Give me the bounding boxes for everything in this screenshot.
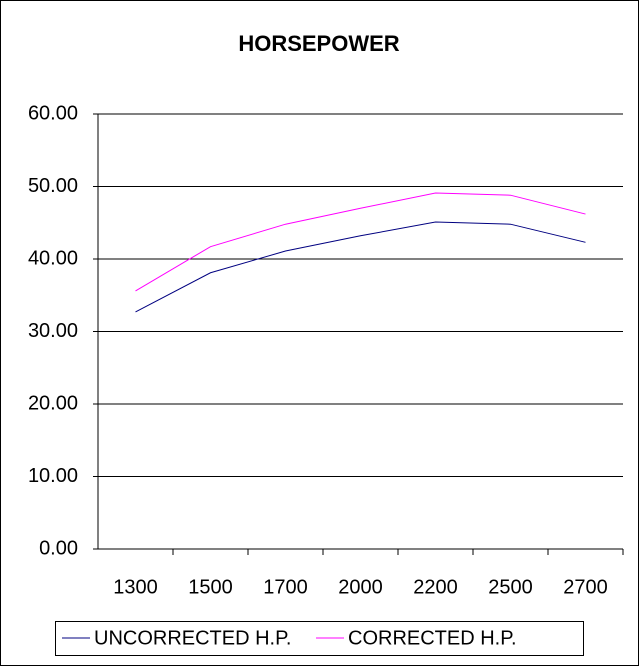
series-line xyxy=(135,192,586,292)
y-tick-label: 0.00 xyxy=(39,537,78,559)
x-tick-label: 2200 xyxy=(413,576,458,598)
chart-title: HORSEPOWER xyxy=(238,31,399,56)
y-tick-label: 20.00 xyxy=(28,392,78,414)
y-tick-label: 50.00 xyxy=(28,175,78,197)
y-tick-label: 60.00 xyxy=(28,102,78,124)
x-tick-label: 2500 xyxy=(488,576,533,598)
x-tick-label: 2700 xyxy=(563,576,608,598)
x-tick-label: 1700 xyxy=(263,576,308,598)
legend-label: UNCORRECTED H.P. xyxy=(94,627,291,649)
y-tick-label: 30.00 xyxy=(28,320,78,342)
legend-label: CORRECTED H.P. xyxy=(348,627,517,649)
x-tick-label: 1500 xyxy=(188,576,233,598)
x-tick-label: 2000 xyxy=(338,576,383,598)
series-line xyxy=(135,221,586,313)
y-tick-label: 40.00 xyxy=(28,247,78,269)
y-tick-label: 10.00 xyxy=(28,465,78,487)
x-tick-label: 1300 xyxy=(113,576,158,598)
